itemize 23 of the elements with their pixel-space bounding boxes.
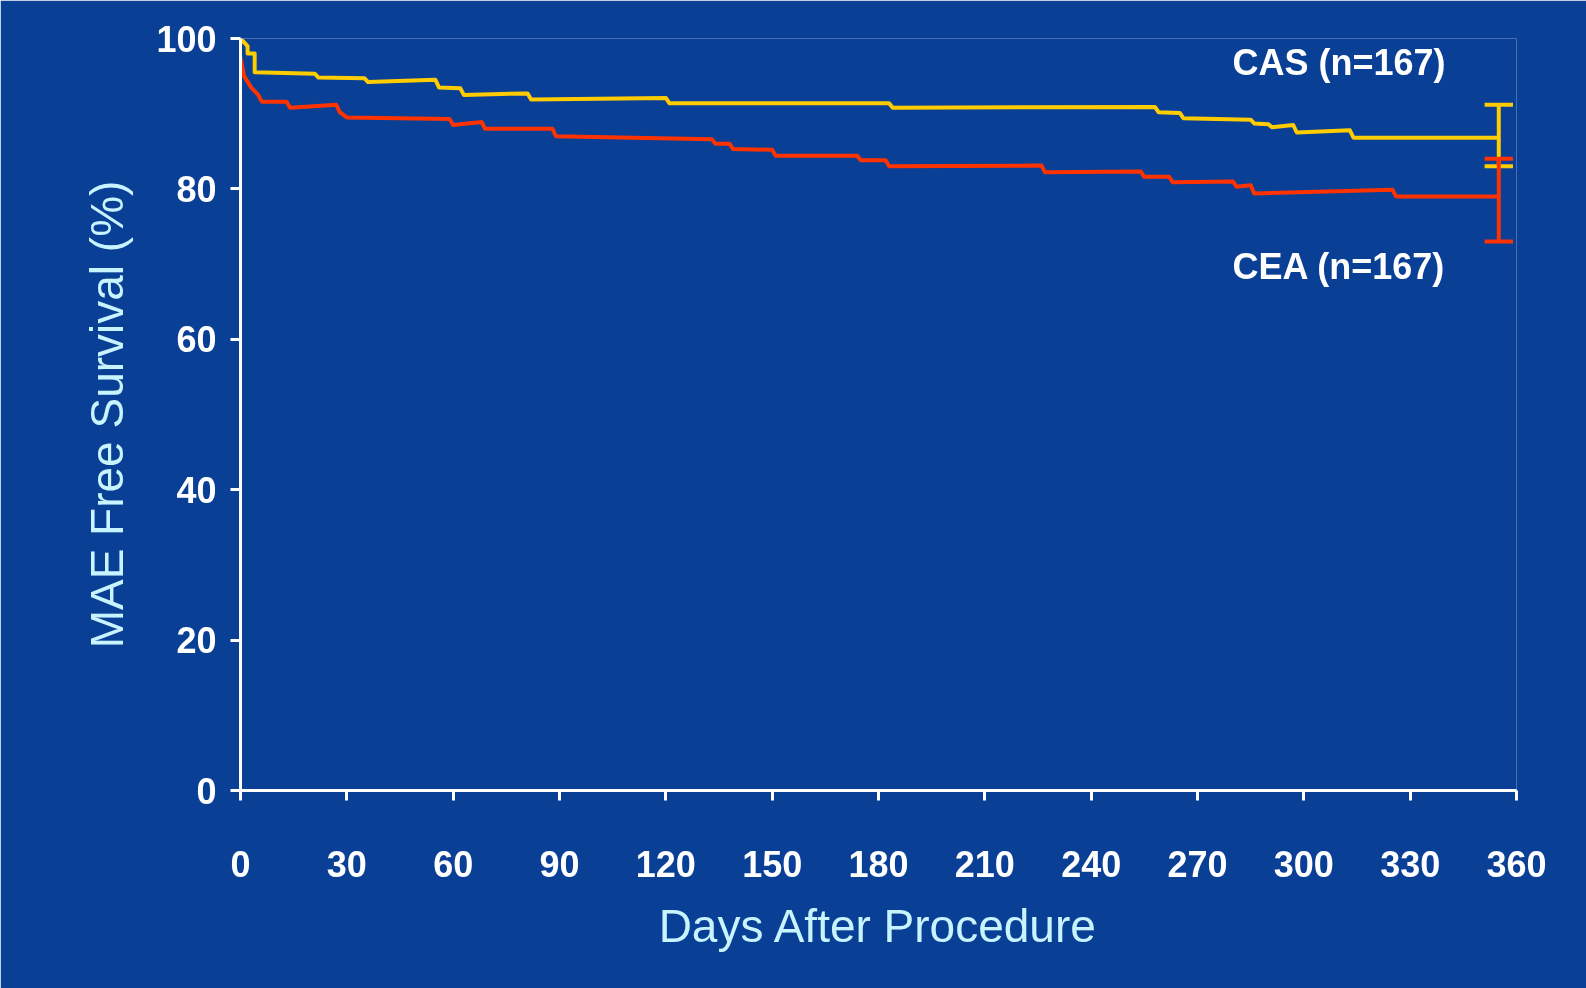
y-axis-title: MAE Free Survival (%): [81, 180, 134, 649]
y-tick-label: 60: [176, 319, 217, 361]
series-label: CAS (n=167): [1232, 42, 1446, 84]
x-tick-label: 210: [954, 843, 1015, 885]
x-tick-label: 360: [1486, 843, 1547, 885]
y-tick-label: 20: [176, 620, 217, 662]
y-tick-label: 80: [176, 168, 217, 210]
x-tick-label: 30: [326, 843, 367, 885]
x-tick-label: 150: [742, 843, 803, 885]
x-tick-label: 90: [539, 843, 580, 885]
x-tick-label: 270: [1167, 843, 1228, 885]
x-tick-label: 330: [1380, 843, 1441, 885]
x-tick-label: 300: [1273, 843, 1334, 885]
series-label: CEA (n=167): [1232, 245, 1445, 287]
x-axis-title: Days After Procedure: [658, 899, 1096, 952]
x-tick-label: 0: [230, 843, 251, 885]
y-tick-label: 40: [176, 469, 217, 511]
x-tick-label: 120: [635, 843, 696, 885]
y-tick-label: 100: [156, 18, 217, 60]
x-tick-label: 240: [1061, 843, 1122, 885]
y-tick-label: 0: [196, 770, 217, 812]
x-tick-label: 60: [433, 843, 474, 885]
x-tick-label: 180: [848, 843, 909, 885]
